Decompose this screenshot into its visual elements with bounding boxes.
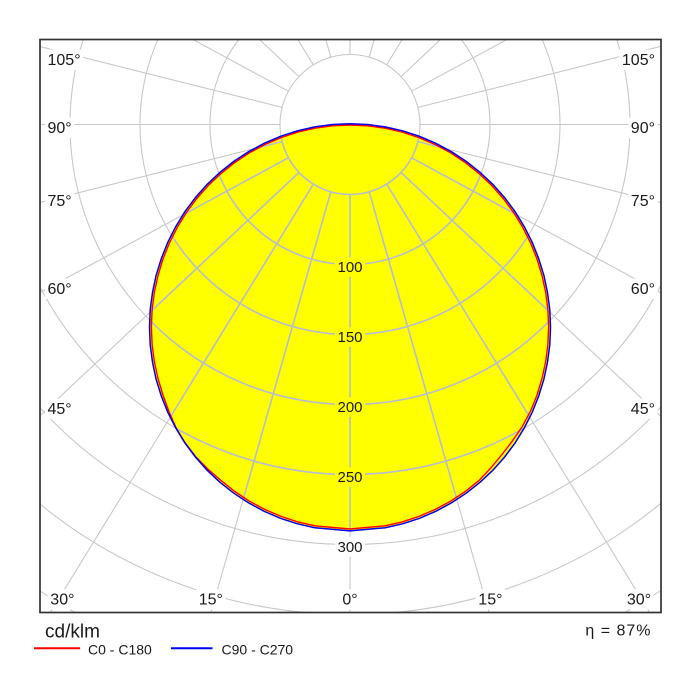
svg-text:75°: 75° bbox=[631, 193, 655, 210]
svg-text:150: 150 bbox=[337, 329, 362, 346]
svg-text:250: 250 bbox=[337, 469, 362, 486]
svg-text:90°: 90° bbox=[48, 120, 72, 137]
svg-text:30°: 30° bbox=[50, 592, 74, 609]
svg-text:105°: 105° bbox=[48, 52, 81, 69]
svg-text:45°: 45° bbox=[631, 401, 655, 418]
svg-text:30°: 30° bbox=[627, 592, 651, 609]
svg-text:15°: 15° bbox=[478, 592, 502, 609]
svg-text:0°: 0° bbox=[342, 592, 357, 609]
svg-text:105°: 105° bbox=[622, 52, 655, 69]
svg-text:300: 300 bbox=[337, 539, 362, 556]
svg-text:45°: 45° bbox=[48, 401, 72, 418]
svg-text:90°: 90° bbox=[631, 120, 655, 137]
svg-text:75°: 75° bbox=[48, 193, 72, 210]
svg-text:200: 200 bbox=[337, 399, 362, 416]
svg-text:cd/klm: cd/klm bbox=[45, 622, 100, 643]
svg-text:60°: 60° bbox=[631, 281, 655, 298]
svg-text:C90 - C270: C90 - C270 bbox=[222, 642, 294, 658]
svg-text:100: 100 bbox=[337, 259, 362, 276]
svg-text:15°: 15° bbox=[199, 592, 223, 609]
svg-text:C0 - C180: C0 - C180 bbox=[88, 642, 152, 658]
svg-text:η = 87%: η = 87% bbox=[585, 623, 651, 640]
svg-text:60°: 60° bbox=[48, 281, 72, 298]
